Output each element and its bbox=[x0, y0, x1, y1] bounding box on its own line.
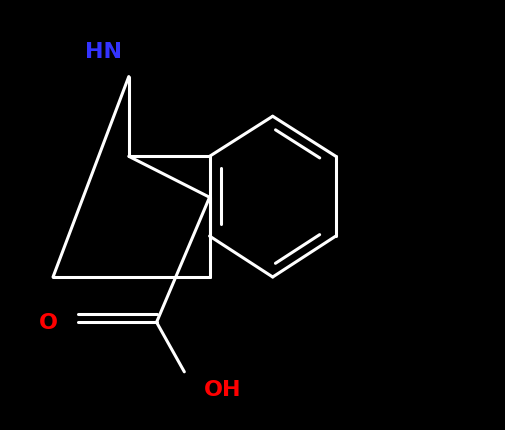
Text: O: O bbox=[38, 313, 58, 332]
Text: OH: OH bbox=[204, 379, 241, 399]
Text: HN: HN bbox=[85, 42, 122, 61]
